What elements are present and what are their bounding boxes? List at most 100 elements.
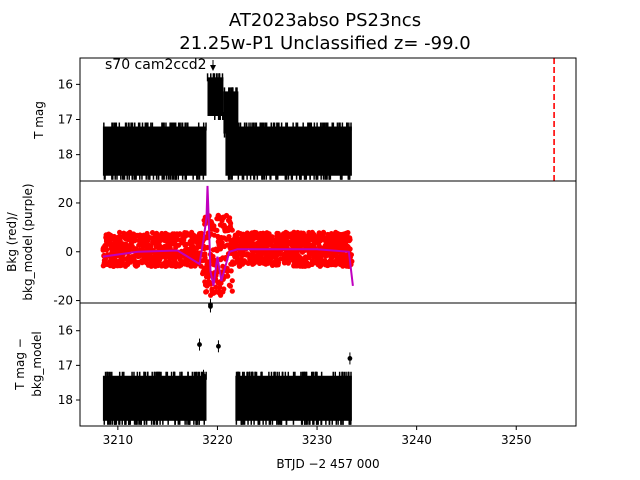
bkg-point (173, 244, 179, 250)
bkg-point (242, 240, 248, 246)
bkg-point (328, 241, 334, 247)
data-point-cloud (235, 375, 352, 421)
panel-bottom-frame (79, 302, 577, 427)
bkg-point (236, 263, 243, 269)
bkg-point (186, 251, 192, 257)
bkg-point (202, 279, 208, 285)
bkg-point (326, 233, 333, 239)
panel-bottom-y-ticks: 16 17 18 (58, 324, 80, 407)
bkg-point (314, 256, 320, 262)
bkg-point (295, 231, 301, 237)
bkg-point (278, 256, 284, 262)
bkg-point (125, 246, 131, 253)
bkg-point (120, 241, 126, 247)
data-point (216, 343, 221, 349)
bkg-point (265, 252, 271, 259)
data-point (347, 356, 353, 361)
bkg-point (332, 237, 338, 243)
bkg-point (144, 230, 150, 237)
panel-bottom-data (102, 298, 353, 425)
bkg-point (139, 234, 145, 240)
bkg-point (227, 245, 233, 251)
bkg-point (135, 262, 141, 268)
bkg-point (248, 231, 254, 237)
y-tick-label: 0 (65, 245, 73, 259)
bkg-point (253, 255, 259, 261)
bkg-point (113, 259, 119, 265)
bkg-point (128, 231, 134, 237)
bkg-point (224, 228, 230, 234)
x-axis-label: BTJD −2 457 000 (276, 457, 379, 471)
x-axis-ticks: 3210 3220 3230 3240 3250 (103, 426, 532, 447)
bkg-point (302, 254, 309, 260)
bkg-point (110, 263, 116, 269)
bkg-point (227, 283, 233, 289)
bkg-point (118, 260, 124, 266)
bkg-point (204, 263, 210, 269)
bkg-point (193, 253, 199, 259)
bkg-point (197, 235, 203, 241)
bkg-point (252, 235, 258, 241)
bkg-point (337, 261, 343, 267)
panel-middle-ylabel-line2: bkg_model (purple) (21, 183, 35, 300)
bkg-point (173, 235, 179, 241)
annotation-label: s70 cam2ccd2 (105, 57, 207, 73)
data-point (201, 373, 206, 379)
bkg-point (233, 234, 239, 240)
panel-middle: -20 0 20 Bkg (red)/ bkg_model (purple) (5, 180, 577, 308)
bkg-point (287, 249, 293, 255)
bkg-point (247, 255, 253, 261)
bkg-point (240, 259, 246, 265)
y-tick-label: 20 (58, 196, 73, 210)
bkg-point (283, 231, 289, 237)
bkg-point (258, 250, 265, 256)
panel-top-y-ticks: 16 17 18 (58, 77, 80, 162)
bkg-point (226, 234, 232, 240)
bkg-point (306, 251, 312, 257)
bkg-point (152, 263, 158, 269)
data-point-cloud (207, 77, 224, 116)
bkg-point (277, 241, 283, 247)
bkg-point (213, 284, 219, 290)
bkg-point (165, 262, 171, 268)
bkg-point (208, 292, 214, 298)
panel-middle-data (100, 185, 355, 298)
bkg-point (120, 255, 126, 261)
bkg-point (294, 262, 300, 268)
y-tick-label: 16 (58, 324, 73, 338)
bkg-point (193, 245, 199, 251)
bkg-point (217, 284, 223, 290)
bkg-point (182, 241, 188, 247)
bkg-point (111, 233, 117, 240)
bkg-point (174, 231, 180, 237)
bkg-point (339, 256, 345, 262)
bkg-point (263, 261, 269, 267)
data-point-cloud (102, 126, 207, 176)
bkg-point (215, 233, 221, 239)
bkg-point (240, 231, 246, 237)
bkg-point (275, 260, 281, 266)
bkg-point (315, 252, 321, 258)
bkg-point (142, 237, 148, 243)
bkg-point (214, 248, 220, 254)
bkg-point (258, 237, 264, 243)
bkg-point (263, 231, 270, 237)
bkg-point (172, 262, 178, 268)
data-point (197, 342, 202, 347)
bkg-point (331, 252, 337, 258)
bkg-point (148, 235, 154, 241)
bkg-point (332, 233, 338, 239)
bkg-point (285, 242, 291, 248)
bkg-point (164, 232, 171, 238)
bkg-point (189, 262, 195, 268)
bkg-point (104, 234, 110, 240)
bkg-model-line (102, 185, 354, 287)
bkg-point (234, 254, 240, 260)
bkg-point (170, 254, 176, 260)
bkg-point (139, 241, 145, 247)
bkg-point (245, 260, 251, 266)
bkg-point (162, 254, 168, 260)
y-tick-label: -20 (53, 294, 73, 308)
bkg-point (267, 258, 273, 265)
bkg-point (225, 217, 232, 223)
